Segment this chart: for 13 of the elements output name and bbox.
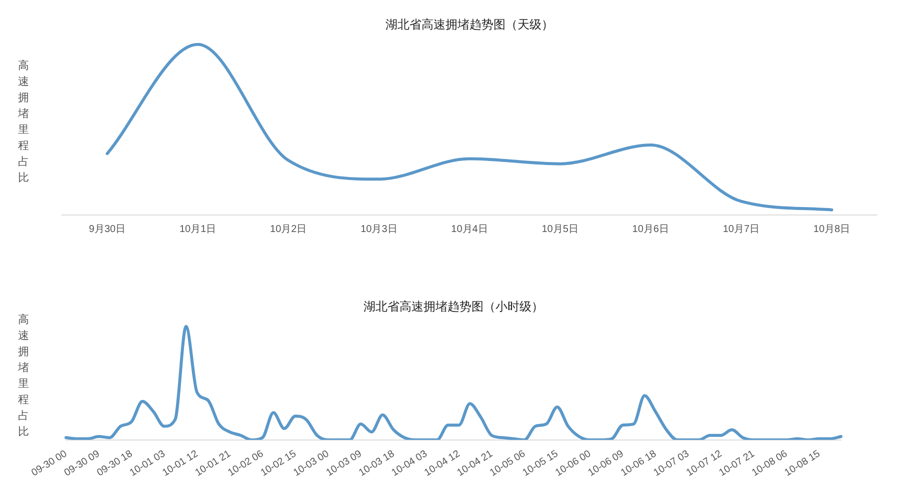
- y-axis-title: 高速拥堵里程占比: [18, 58, 30, 186]
- x-tick-label: 10月2日: [270, 224, 307, 235]
- chart-title: 湖北省高速拥堵趋势图（小时级）: [364, 299, 544, 314]
- x-tick-label: 10月1日: [179, 224, 216, 235]
- x-tick-label: 10月8日: [813, 224, 850, 235]
- x-tick-label: 10月3日: [360, 224, 398, 235]
- y-axis-title: 高速拥堵里程占比: [18, 312, 30, 440]
- x-tick-label: 9月30日: [88, 224, 126, 235]
- x-tick-label: 10月7日: [722, 224, 760, 235]
- x-tick-label: 10月6日: [632, 224, 669, 235]
- x-tick-label: 10月5日: [542, 224, 578, 235]
- chart-title: 湖北省高速拥堵趋势图（天级）: [386, 17, 554, 32]
- x-tick-label: 10月4日: [451, 224, 488, 235]
